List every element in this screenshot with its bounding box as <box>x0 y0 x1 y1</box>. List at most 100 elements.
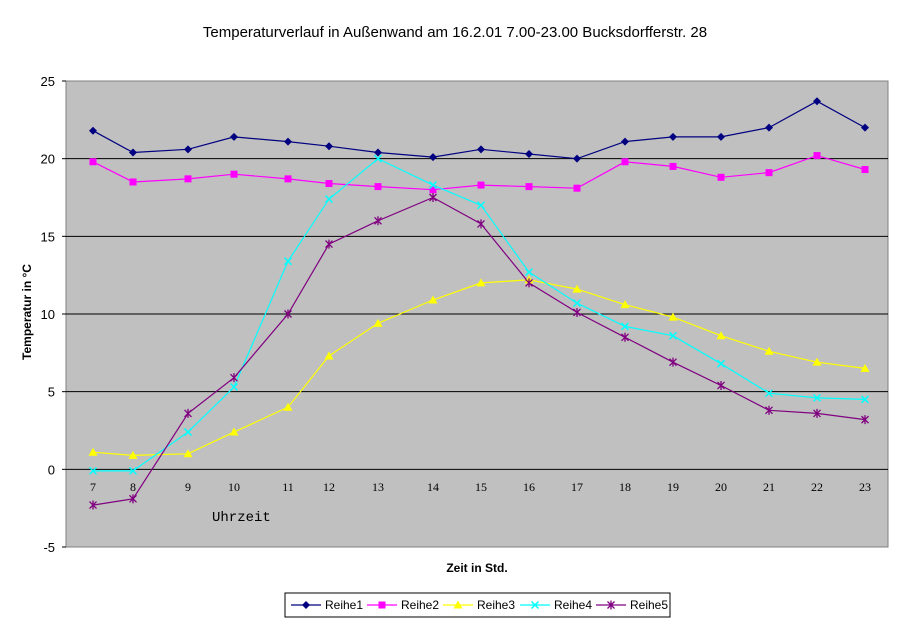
chart-title: Temperaturverlauf in Außenwand am 16.2.0… <box>203 24 707 41</box>
data-point-reihe5 <box>669 357 677 367</box>
data-point-reihe1 <box>230 132 238 141</box>
data-point-reihe5 <box>129 494 137 504</box>
data-point-reihe2 <box>669 162 677 170</box>
data-point-reihe1 <box>813 97 821 106</box>
legend-marker-reihe4 <box>530 600 540 610</box>
data-point-reihe4 <box>428 181 438 190</box>
x-tick-label: 23 <box>859 480 871 494</box>
gridlines <box>66 158 888 470</box>
data-point-reihe4 <box>373 154 383 163</box>
data-point-reihe4 <box>860 395 870 404</box>
data-point-reihe1 <box>669 132 677 141</box>
data-point-reihe3 <box>324 351 334 360</box>
data-point-reihe4 <box>812 393 822 402</box>
x-tick-label: 20 <box>715 480 727 494</box>
data-point-reihe4 <box>283 257 293 266</box>
y-axis-label: Temperatur in °C <box>20 264 34 360</box>
data-point-reihe5 <box>765 405 773 415</box>
data-point-reihe5 <box>621 332 629 342</box>
x-tick-label: 19 <box>667 480 679 494</box>
x-tick-label: 18 <box>619 480 631 494</box>
data-point-reihe5 <box>477 219 485 229</box>
data-point-reihe2 <box>861 166 869 174</box>
data-point-reihe5 <box>717 380 725 390</box>
data-point-reihe5 <box>813 408 821 418</box>
x-tick-label: 10 <box>228 480 240 494</box>
data-point-reihe2 <box>573 184 581 192</box>
data-point-reihe3 <box>183 449 193 458</box>
x-tick-label: 8 <box>130 480 136 494</box>
legend-marker-reihe1 <box>302 601 310 609</box>
data-point-reihe5 <box>284 309 292 319</box>
data-point-reihe2 <box>184 175 192 183</box>
data-point-reihe1 <box>717 132 725 141</box>
legend-label-reihe2: Reihe2 <box>401 598 439 612</box>
data-point-reihe5 <box>89 500 97 510</box>
data-point-reihe4 <box>128 466 138 475</box>
data-point-reihe2 <box>230 170 238 178</box>
data-point-reihe5 <box>374 216 382 226</box>
data-point-reihe4 <box>764 389 774 398</box>
data-point-reihe1 <box>325 142 333 151</box>
y-tick-label: -5 <box>43 540 55 555</box>
data-point-reihe1 <box>861 123 869 132</box>
legend-label-reihe5: Reihe5 <box>630 598 668 612</box>
y-axis-ticks: -5 0 5 10 15 20 25 <box>41 74 66 555</box>
data-point-reihe1 <box>621 137 629 146</box>
data-point-reihe3 <box>620 300 630 309</box>
x-tick-label: 21 <box>763 480 775 494</box>
x-tick-label: 16 <box>523 480 535 494</box>
data-point-reihe3 <box>476 278 486 287</box>
data-point-reihe1 <box>525 150 533 159</box>
data-point-reihe1 <box>573 154 581 163</box>
data-point-reihe4 <box>476 201 486 210</box>
annotation-uhrzeit: Uhrzeit <box>212 510 271 526</box>
data-point-reihe2 <box>374 183 382 191</box>
legend-marker-reihe3 <box>453 600 463 609</box>
x-tick-label: 7 <box>90 480 96 494</box>
data-point-reihe1 <box>184 145 192 154</box>
data-point-reihe3 <box>428 295 438 304</box>
data-point-reihe1 <box>374 148 382 157</box>
legend-items: Reihe1 Reihe2 Reihe3 Reihe4 Reihe5 <box>291 598 668 612</box>
data-point-reihe4 <box>229 382 239 392</box>
data-point-reihe3 <box>283 402 293 411</box>
data-point-reihe3 <box>128 450 138 459</box>
data-point-reihe4 <box>716 359 726 368</box>
data-point-reihe4 <box>183 428 193 437</box>
y-tick-label: 5 <box>48 385 55 400</box>
legend-label-reihe3: Reihe3 <box>477 598 515 612</box>
data-point-reihe1 <box>429 153 437 162</box>
x-tick-label: 13 <box>372 480 384 494</box>
data-point-reihe4 <box>324 195 334 204</box>
data-point-reihe3 <box>812 357 822 366</box>
x-tick-label: 15 <box>475 480 487 494</box>
data-point-reihe3 <box>88 447 98 456</box>
legend-marker-reihe2 <box>378 601 386 609</box>
legend-label-reihe1: Reihe1 <box>325 598 363 612</box>
data-point-reihe3 <box>229 427 239 436</box>
x-tick-label: 9 <box>185 480 191 494</box>
data-point-reihe2 <box>429 186 437 194</box>
x-tick-label: 22 <box>811 480 823 494</box>
data-point-reihe4 <box>88 466 98 475</box>
x-axis-ticks: 7 8 9 10 11 12 13 14 15 16 17 18 19 20 21 22 23 <box>90 480 871 494</box>
data-point-reihe2 <box>89 158 97 166</box>
x-tick-label: 17 <box>571 480 583 494</box>
series-markers <box>88 97 870 510</box>
data-point-reihe5 <box>230 373 238 383</box>
data-point-reihe3 <box>373 318 383 327</box>
data-point-reihe5 <box>325 239 333 249</box>
y-tick-label: 0 <box>48 462 55 477</box>
data-point-reihe1 <box>284 137 292 146</box>
data-point-reihe4 <box>572 299 582 308</box>
data-point-reihe2 <box>325 180 333 188</box>
legend-label-reihe4: Reihe4 <box>554 598 592 612</box>
data-point-reihe2 <box>765 169 773 177</box>
y-tick-label: 15 <box>41 229 55 244</box>
data-point-reihe2 <box>813 152 821 160</box>
data-point-reihe1 <box>129 148 137 157</box>
data-point-reihe2 <box>129 178 137 186</box>
y-tick-label: 25 <box>41 74 55 89</box>
